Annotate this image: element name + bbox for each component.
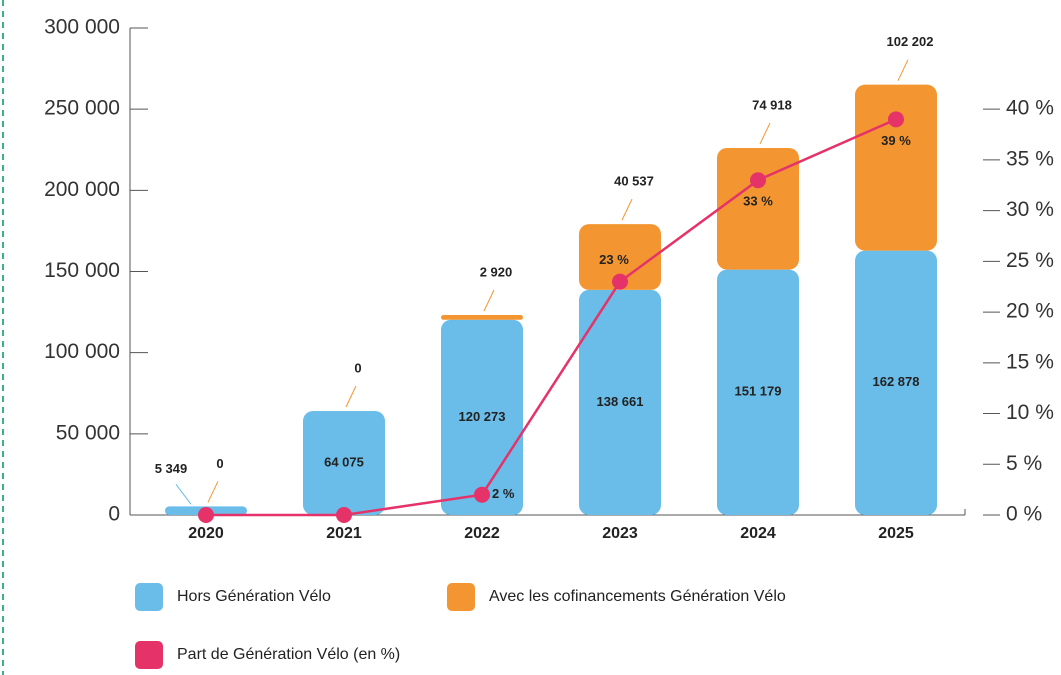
bar-segment [855, 84, 937, 251]
bar-segment [579, 289, 661, 515]
y-tick-label: 100 000 [44, 340, 120, 363]
value-label: 2 % [492, 486, 515, 501]
y2-tick-label: 15 % [1006, 350, 1054, 373]
leader-line [897, 59, 909, 81]
y-tick-label: 150 000 [44, 259, 120, 282]
value-label: 64 075 [324, 454, 364, 469]
leader-line [621, 198, 633, 221]
x-tick-label: 2025 [878, 525, 914, 542]
line-point [612, 273, 628, 290]
bar-segment [717, 269, 799, 515]
value-label: 138 661 [597, 394, 644, 409]
y2-tick-label: 30 % [1006, 198, 1054, 221]
bar-segment [579, 224, 661, 290]
bar-segment [303, 410, 385, 515]
leader-line [207, 481, 219, 503]
line-point [888, 111, 904, 128]
leader-line [175, 484, 192, 505]
legend-label: Part de Génération Vélo (en %) [177, 646, 400, 663]
leader-line [483, 289, 495, 312]
y2-tick-label: 25 % [1006, 249, 1054, 272]
value-label: 151 179 [735, 384, 782, 399]
leader-line [759, 122, 771, 145]
bar-segment [441, 319, 523, 515]
value-label: 0 [216, 456, 223, 471]
value-label: 102 202 [887, 34, 934, 49]
x-tick-label: 2021 [326, 525, 362, 542]
y2-tick-label: 20 % [1006, 300, 1054, 323]
x-tick-label: 2024 [740, 525, 776, 542]
bar-segment [855, 250, 937, 515]
value-label: 120 273 [459, 409, 506, 424]
value-label: 33 % [743, 194, 773, 209]
value-label: 0 [354, 360, 361, 375]
y2-tick-label: 0 % [1006, 503, 1042, 526]
y-tick-label: 50 000 [56, 421, 120, 444]
line-point [198, 507, 214, 523]
bar-segment [717, 147, 799, 270]
y2-tick-label: 35 % [1006, 147, 1054, 170]
value-label: 2 920 [480, 264, 513, 279]
legend-label: Avec les cofinancements Génération Vélo [489, 588, 786, 605]
y2-tick-label: 5 % [1006, 452, 1042, 475]
y-tick-label: 300 000 [44, 16, 120, 39]
value-label: 40 537 [614, 174, 654, 189]
value-label: 74 918 [752, 97, 792, 112]
x-tick-label: 2022 [464, 525, 500, 542]
legend-swatch [447, 583, 475, 611]
value-label: 39 % [881, 133, 911, 148]
line-point [750, 172, 766, 189]
line-point [474, 486, 490, 503]
y-tick-label: 200 000 [44, 178, 120, 201]
leader-line [345, 385, 357, 408]
y-tick-label: 0 [108, 503, 120, 526]
line-point [336, 507, 352, 523]
y-tick-label: 250 000 [44, 97, 120, 120]
value-label: 5 349 [155, 461, 188, 476]
line [206, 118, 897, 517]
value-label: 23 % [599, 252, 629, 267]
legend-swatch [135, 583, 163, 611]
legend-swatch [135, 641, 163, 669]
value-label: 162 878 [873, 374, 920, 389]
x-tick-label: 2023 [602, 525, 638, 542]
bar-segment [441, 315, 523, 320]
x-tick-label: 2020 [188, 525, 224, 542]
legend-label: Hors Génération Vélo [177, 588, 331, 605]
y2-tick-label: 10 % [1006, 401, 1054, 424]
y2-tick-label: 40 % [1006, 97, 1054, 120]
